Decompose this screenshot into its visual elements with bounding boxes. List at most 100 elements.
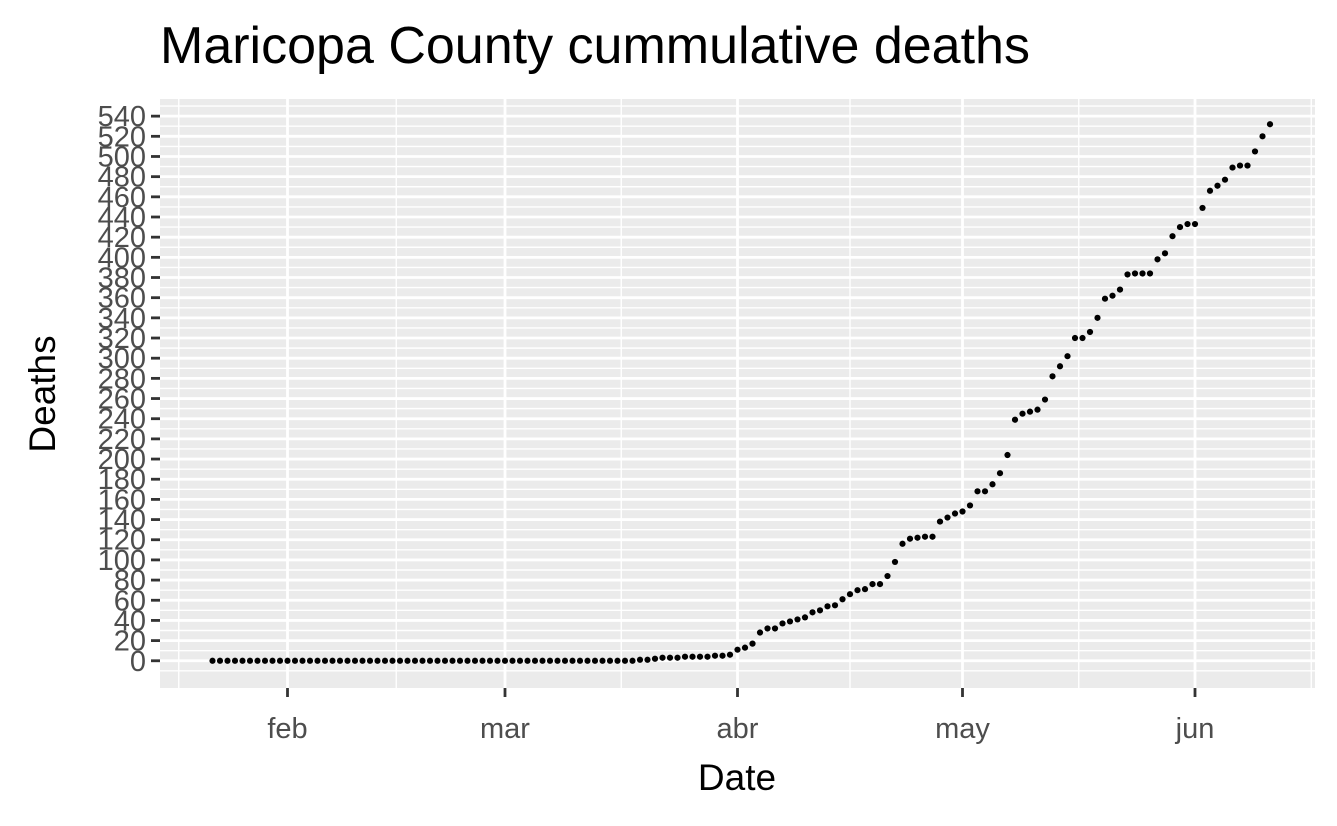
data-point [231,657,239,664]
data-point [816,607,824,614]
data-point [1094,314,1101,321]
y-tick-label: 520 [98,121,146,153]
y-tick-label: 360 [98,283,146,315]
data-point [921,533,929,540]
data-point [944,514,951,521]
data-point [786,618,794,625]
y-tick-label: 240 [98,404,146,436]
data-point [351,657,359,664]
data-point [1161,250,1169,257]
data-point [1206,187,1214,194]
data-point [681,653,689,660]
y-tick-label: 460 [98,182,146,214]
y-tick-label: 180 [98,464,146,496]
data-point [269,657,276,664]
data-point [771,625,779,632]
data-point [554,657,561,664]
data-point [606,657,614,664]
data-point [1116,286,1124,293]
data-point [741,644,749,651]
x-axis-title: Date [698,757,776,798]
data-point [1071,334,1079,342]
y-tick-label: 140 [98,505,146,537]
data-point [636,656,644,663]
gridlines [160,99,1315,688]
data-point [884,572,891,580]
data-point [966,502,974,509]
data-point [456,657,464,664]
data-point [464,657,471,664]
data-point [329,657,336,664]
data-point [1034,406,1041,413]
data-point [396,657,404,664]
data-point [674,654,681,661]
data-point [216,657,224,664]
data-point [561,657,569,664]
y-tick-label: 20 [114,626,146,658]
y-tick-label: 120 [98,525,146,557]
data-point [839,596,846,603]
x-tick-label: feb [267,713,307,745]
data-point [381,657,389,664]
data-point [1004,451,1011,459]
data-point [1251,148,1259,155]
data-point [434,657,441,664]
data-point [246,657,254,664]
data-point [1079,334,1086,342]
data-point [441,657,449,664]
data-point [756,629,764,636]
data-point [1244,162,1251,169]
data-point [666,654,674,661]
data-point [1124,271,1131,278]
data-point [689,653,696,660]
data-point [869,581,876,588]
y-tick-label: 440 [98,202,146,234]
data-point [1266,121,1274,128]
data-point [1139,270,1146,277]
data-point [314,657,321,664]
data-point [524,657,531,664]
y-tick-label: 80 [114,565,146,597]
y-tick-label: 300 [98,343,146,375]
data-point [1011,416,1019,423]
data-point [1101,295,1109,302]
data-point [479,657,486,664]
data-point [854,587,861,594]
data-point [299,657,306,664]
data-point [779,620,786,627]
data-point [824,603,831,610]
data-point [336,657,344,664]
data-point [929,533,936,540]
data-point [599,657,606,664]
data-point [614,657,621,664]
data-point [1229,164,1236,171]
chart-title: Maricopa County cummulative deaths [160,17,1030,75]
data-point [1026,408,1034,415]
y-tick-label: 540 [98,101,146,133]
x-tick-label: abr [717,713,759,745]
y-axis-title: Deaths [22,335,63,452]
data-point [374,657,381,664]
data-point [1154,256,1161,263]
x-tick-label: jun [1175,713,1215,745]
data-point [449,657,456,664]
data-point [1221,176,1229,183]
data-point [404,657,411,664]
data-point [284,657,291,664]
y-tick-label: 340 [98,303,146,335]
y-tick-label: 320 [98,323,146,355]
data-point [899,540,906,547]
y-tick-label: 400 [98,242,146,274]
data-point [584,657,591,664]
data-point [1019,410,1026,417]
data-point [996,470,1004,477]
data-point [891,558,899,566]
data-point [1086,328,1094,336]
x-axis: feb mar abr may jun [267,688,1214,745]
data-point [546,657,554,664]
data-point [209,657,216,664]
data-point [719,652,726,659]
data-point [1041,396,1049,403]
data-point [306,657,314,664]
data-point [1064,353,1071,360]
